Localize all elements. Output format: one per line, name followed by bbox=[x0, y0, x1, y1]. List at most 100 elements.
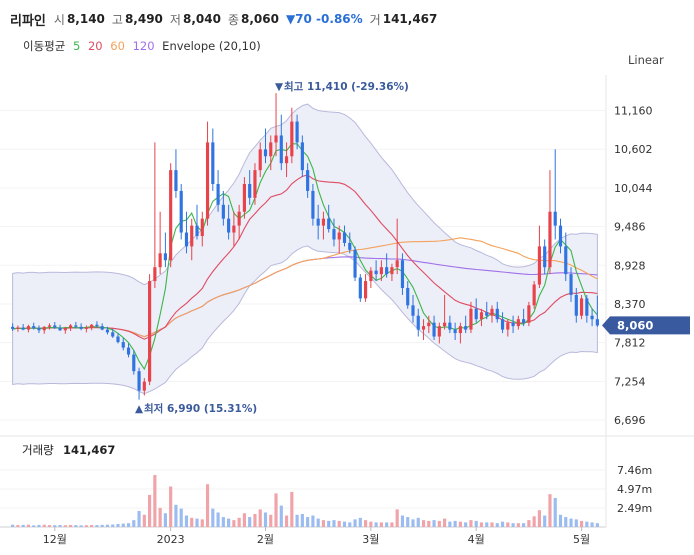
candle-body bbox=[453, 329, 457, 334]
volume-bar bbox=[205, 484, 210, 527]
volume-bar bbox=[558, 514, 563, 527]
volume-bar bbox=[26, 524, 31, 527]
candle-body bbox=[253, 170, 257, 198]
volume-bar bbox=[11, 524, 15, 527]
candle-body bbox=[458, 326, 462, 334]
volume-bar bbox=[506, 522, 510, 527]
candle-body bbox=[58, 327, 62, 331]
date-tick-label: 2월 bbox=[257, 533, 274, 546]
volume-tick-label: 2.49m bbox=[617, 502, 652, 515]
candle-body bbox=[374, 270, 378, 275]
ma60-legend[interactable]: 60 bbox=[110, 39, 125, 53]
volume-bar bbox=[400, 515, 405, 527]
candle-body bbox=[158, 253, 162, 268]
price-tick-label: 6,696 bbox=[614, 414, 646, 427]
candle-body bbox=[316, 218, 320, 226]
volume-bar bbox=[105, 524, 110, 527]
volume-bar bbox=[553, 497, 557, 527]
volume-bar bbox=[348, 522, 352, 527]
candle-body bbox=[421, 326, 426, 330]
volume-bar bbox=[390, 522, 394, 527]
candle-body bbox=[332, 229, 336, 240]
volume-bar bbox=[474, 520, 478, 527]
volume-bar bbox=[311, 515, 315, 527]
envelope-legend[interactable]: Envelope (20,10) bbox=[162, 39, 261, 53]
candle-body bbox=[300, 142, 304, 171]
candle-body bbox=[190, 225, 194, 247]
volume-bar bbox=[263, 512, 268, 527]
ma120-legend[interactable]: 120 bbox=[132, 39, 155, 53]
volume-bar bbox=[511, 523, 515, 527]
candle-body bbox=[195, 225, 199, 236]
volume-bar bbox=[332, 520, 336, 527]
candle-body bbox=[516, 319, 520, 327]
candle-body bbox=[248, 183, 252, 198]
volume-bar bbox=[163, 513, 167, 527]
scale-mode-toggle[interactable]: Linear bbox=[628, 53, 664, 67]
candle-body bbox=[227, 218, 231, 233]
volume-bar bbox=[174, 504, 178, 527]
volume-bar bbox=[432, 520, 436, 527]
volume-bar bbox=[248, 517, 252, 527]
volume-bar bbox=[190, 517, 194, 527]
volume-bar bbox=[74, 525, 78, 527]
candle-body bbox=[495, 308, 499, 320]
volume-bar bbox=[237, 517, 241, 527]
date-tick-label: 2023 bbox=[157, 533, 185, 546]
volume-bar bbox=[53, 525, 57, 527]
volume-bar bbox=[37, 524, 41, 527]
candle-body bbox=[69, 325, 73, 329]
volume-bar bbox=[327, 520, 331, 527]
volume-bar bbox=[137, 510, 141, 527]
candle-body bbox=[595, 319, 599, 326]
volume-bar bbox=[379, 522, 383, 527]
candle-body bbox=[216, 183, 220, 205]
volume-bar bbox=[158, 507, 162, 527]
candle-body bbox=[548, 211, 552, 268]
candle-body bbox=[63, 328, 67, 331]
current-price-tag: 8,060 bbox=[602, 316, 690, 335]
close-value: 8,060 bbox=[240, 12, 279, 26]
volume-bar bbox=[485, 522, 489, 527]
candle-body bbox=[500, 319, 505, 330]
candle-body bbox=[306, 170, 310, 191]
candle-body bbox=[258, 149, 262, 171]
volume-bar bbox=[453, 520, 457, 527]
candle-body bbox=[364, 281, 368, 299]
candle-body bbox=[321, 218, 326, 226]
candle-body bbox=[37, 328, 41, 331]
volume-bar bbox=[148, 494, 152, 527]
volume-bar bbox=[32, 525, 36, 527]
current-price-label: 8,060 bbox=[617, 318, 653, 332]
ma20-line bbox=[12, 174, 598, 340]
price-tick-label: 11,160 bbox=[614, 105, 653, 118]
ma20-legend[interactable]: 20 bbox=[87, 39, 103, 53]
volume-tick-label: 4.97m bbox=[617, 483, 652, 496]
volume-bar bbox=[469, 520, 473, 527]
candle-body bbox=[142, 381, 146, 391]
volume-bar bbox=[211, 508, 215, 527]
volume-bar bbox=[58, 525, 62, 527]
candle-body bbox=[527, 305, 531, 323]
candle-body bbox=[553, 211, 557, 226]
ma5-legend[interactable]: 5 bbox=[72, 39, 81, 53]
price-tick-label: 9,486 bbox=[614, 221, 646, 234]
candle-body bbox=[163, 253, 167, 261]
close-label: 종 bbox=[227, 12, 239, 27]
open-value: 8,140 bbox=[66, 12, 105, 26]
volume-bar bbox=[295, 514, 299, 527]
candle-body bbox=[532, 284, 536, 306]
volume-bar bbox=[564, 517, 568, 527]
candle-body bbox=[353, 249, 357, 278]
candle-body bbox=[485, 312, 489, 316]
volume-bar bbox=[121, 523, 125, 527]
candle-body bbox=[100, 326, 104, 330]
candle-body bbox=[537, 246, 541, 285]
candle-body bbox=[443, 322, 447, 327]
volume-bar bbox=[21, 524, 25, 527]
volume-bar bbox=[416, 517, 420, 527]
candle-body bbox=[169, 170, 173, 261]
volume-bar bbox=[132, 520, 136, 527]
volume-bar bbox=[443, 518, 447, 527]
